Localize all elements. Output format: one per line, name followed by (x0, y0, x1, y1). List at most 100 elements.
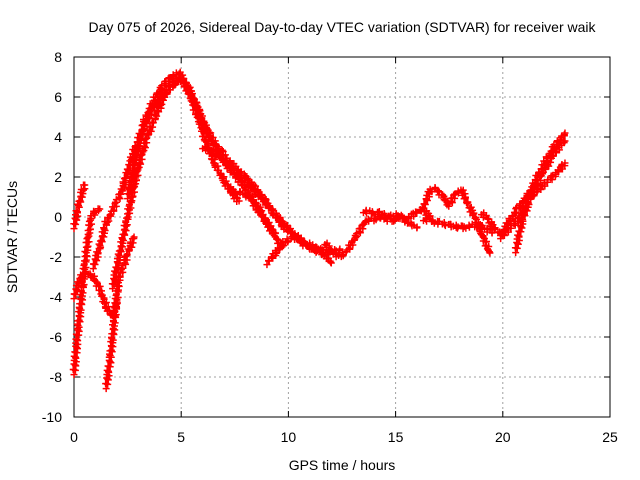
data-point-marker (265, 257, 273, 265)
axis-ticks: 0 5 10 15 20 25 -10 -8 -6 -4 -2 0 2 4 6 8 (42, 49, 618, 445)
plot-frame (73, 56, 611, 418)
y-axis-label: SDTVAR / TECUs (4, 181, 20, 293)
y-tick-label: -4 (50, 289, 63, 305)
data-point-marker (253, 205, 261, 213)
data-point-marker (130, 233, 138, 241)
data-point-marker (268, 206, 276, 214)
data-point-marker (519, 216, 527, 224)
data-point-marker (121, 183, 129, 191)
data-point-marker (111, 267, 119, 275)
data-point-marker (263, 261, 271, 269)
data-point-marker (91, 208, 99, 216)
data-point-marker (450, 191, 458, 199)
data-point-marker (128, 243, 136, 251)
chart-title: Day 075 of 2026, Sidereal Day-to-day VTE… (88, 19, 596, 35)
data-point-marker (412, 208, 420, 216)
data-point-marker (96, 205, 104, 213)
data-point-marker (111, 199, 119, 207)
x-tick-label: 5 (177, 429, 185, 445)
data-point-marker (180, 75, 188, 83)
data-point-marker (498, 230, 506, 238)
data-point-marker (261, 214, 269, 222)
x-tick-label: 10 (281, 429, 297, 445)
data-point-marker (153, 107, 161, 115)
data-point-marker (108, 280, 116, 288)
data-point-marker (77, 288, 85, 296)
data-markers (69, 68, 569, 393)
data-point-marker (181, 79, 189, 87)
data-point-marker (482, 211, 490, 219)
y-tick-label: 6 (54, 89, 62, 105)
data-point-marker (137, 160, 145, 168)
data-point-marker (111, 304, 119, 312)
data-point-marker (207, 147, 215, 155)
data-point-marker (471, 214, 479, 222)
data-point-marker (486, 249, 494, 257)
y-tick-label: 0 (54, 209, 62, 225)
y-tick-label: -6 (50, 329, 63, 345)
y-tick-label: 4 (54, 129, 62, 145)
data-point-marker (106, 347, 114, 355)
data-point-marker (467, 203, 475, 211)
data-point-marker (545, 162, 553, 170)
data-point-marker (81, 181, 89, 189)
y-tick-label: -2 (50, 249, 63, 265)
data-point-marker (152, 112, 160, 120)
x-axis-label: GPS time / hours (289, 457, 396, 473)
data-point-marker (514, 231, 522, 239)
data-point-marker (151, 97, 159, 105)
data-point-marker (561, 137, 569, 145)
data-point-marker (478, 222, 486, 230)
data-point-marker (192, 102, 200, 110)
data-point-marker (182, 80, 190, 88)
data-point-marker (441, 222, 449, 230)
data-point-marker (132, 156, 140, 164)
data-point-marker (380, 209, 388, 217)
data-point-marker (275, 245, 283, 253)
data-point-marker (123, 214, 131, 222)
data-point-marker (460, 195, 468, 203)
data-point-marker (74, 317, 82, 325)
data-point-marker (94, 249, 102, 257)
x-tick-label: 20 (495, 429, 511, 445)
data-point-marker (186, 83, 194, 91)
y-tick-label: -10 (42, 409, 62, 425)
data-point-marker (75, 197, 83, 205)
y-tick-label: 8 (54, 49, 62, 65)
data-point-marker (124, 166, 132, 174)
y-tick-label: -8 (50, 369, 63, 385)
data-point-marker (147, 104, 155, 112)
data-point-marker (144, 109, 152, 117)
x-tick-label: 15 (388, 429, 404, 445)
data-point-marker (100, 225, 108, 233)
data-point-marker (70, 220, 78, 228)
data-point-marker (272, 229, 280, 237)
data-point-marker (188, 91, 196, 99)
data-point-marker (76, 300, 84, 308)
data-point-marker (413, 209, 421, 217)
data-point-marker (242, 193, 250, 201)
data-point-marker (73, 344, 81, 352)
data-point-marker (89, 260, 97, 268)
data-point-marker (508, 213, 516, 221)
data-point-marker (119, 230, 127, 238)
x-tick-label: 0 (70, 429, 78, 445)
data-point-marker (372, 216, 380, 224)
data-point-marker (519, 211, 527, 219)
data-point-marker (117, 265, 125, 273)
data-point-marker (523, 207, 531, 215)
data-point-marker (561, 159, 569, 167)
data-point-marker (327, 247, 335, 255)
data-point-marker (346, 245, 354, 253)
data-point-marker (549, 152, 557, 160)
data-point-marker (94, 207, 102, 215)
data-point-marker (497, 235, 505, 243)
data-point-marker (413, 223, 421, 231)
data-point-marker (137, 130, 145, 138)
data-point-marker (440, 218, 448, 226)
data-point-marker (96, 237, 104, 245)
x-tick-label: 25 (602, 429, 618, 445)
data-point-marker (147, 127, 155, 135)
data-point-marker (103, 366, 111, 374)
data-point-marker (110, 318, 118, 326)
